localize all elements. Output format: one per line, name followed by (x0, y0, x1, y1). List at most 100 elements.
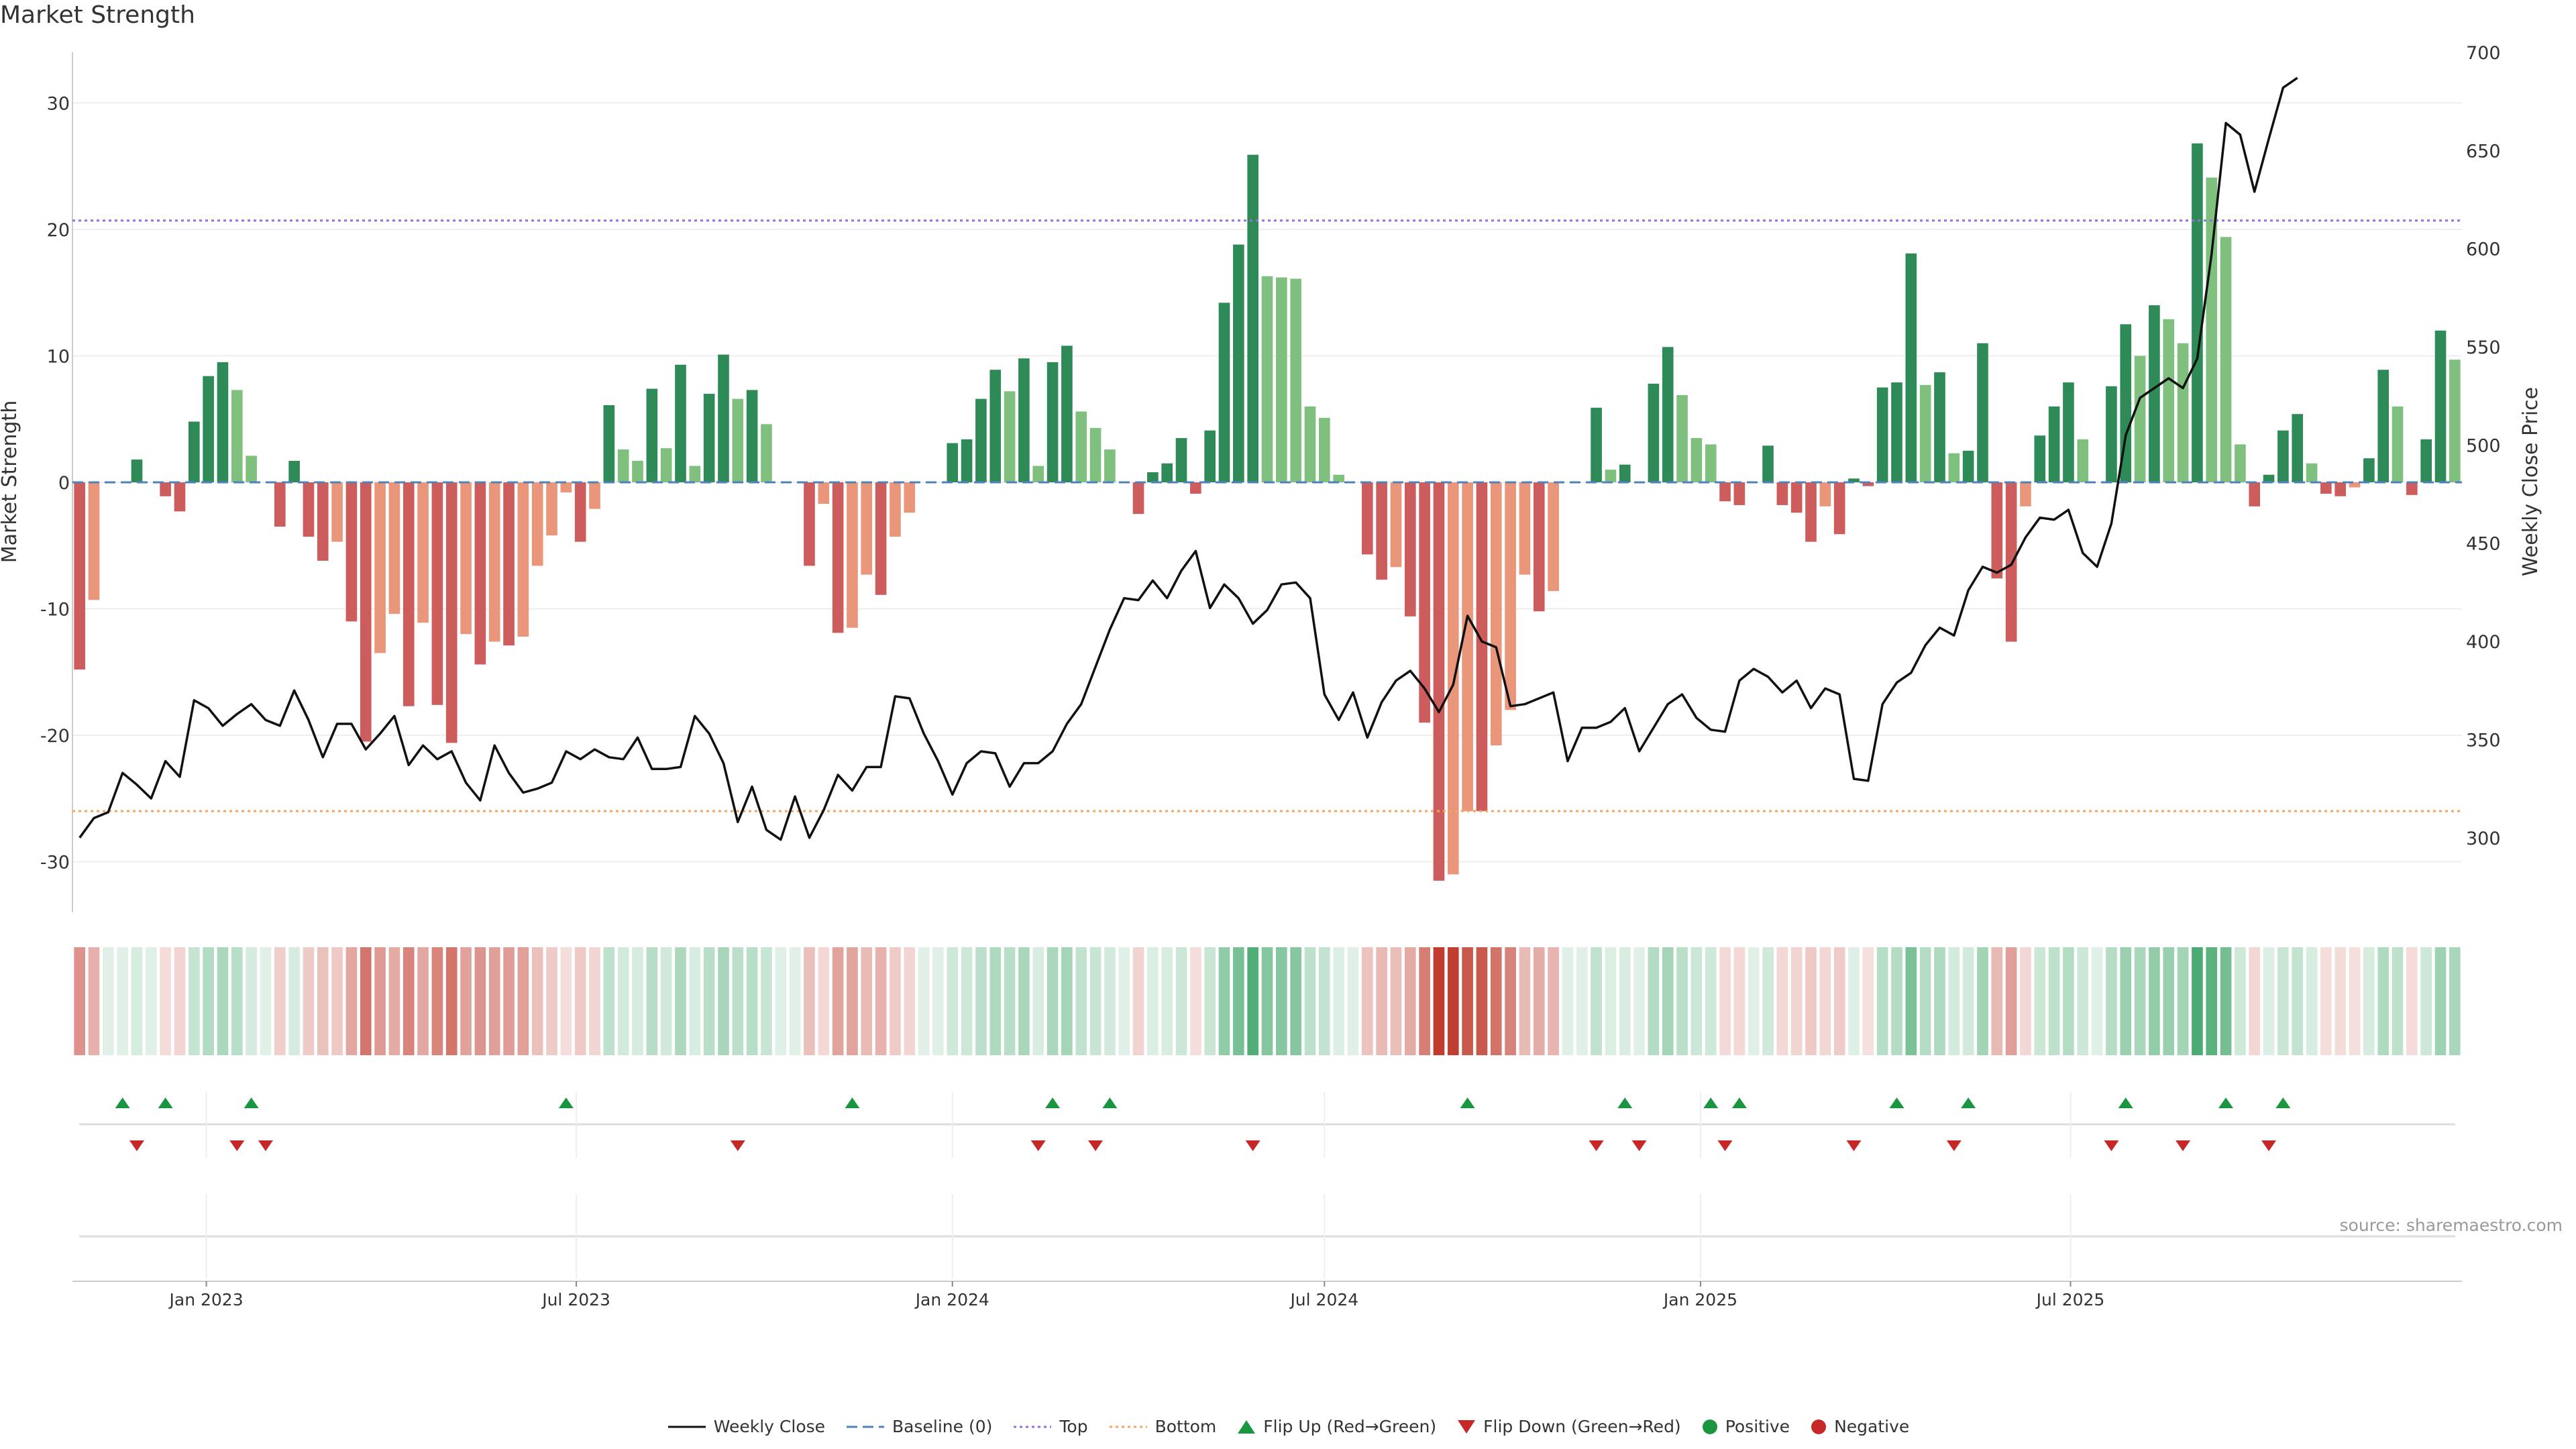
heatmap-cell (718, 947, 729, 1055)
strength-bar (2220, 237, 2232, 482)
strength-bar (1919, 384, 1931, 482)
heatmap-cell (2277, 947, 2289, 1055)
strength-bar (2163, 319, 2175, 482)
heatmap-cell (1519, 947, 1531, 1055)
heatmap-cell (875, 947, 887, 1055)
heatmap-cell (2177, 947, 2189, 1055)
heatmap-cell (474, 947, 486, 1055)
heatmap-cell (789, 947, 801, 1055)
heatmap-cell (1376, 947, 1387, 1055)
heatmap-cell (2306, 947, 2318, 1055)
heatmap-cell (1247, 947, 1258, 1055)
strength-bar (2306, 463, 2318, 482)
flip-up-marker (1731, 1097, 1747, 1108)
flip-up-marker (244, 1097, 259, 1108)
heatmap-cell (1190, 947, 1201, 1055)
x-tick-label: Jul 2024 (1289, 1290, 1358, 1309)
heatmap-cell (1004, 947, 1016, 1055)
flip-up-marker (2275, 1097, 2291, 1108)
heatmap-cell (1977, 947, 1988, 1055)
strength-bar (1318, 417, 1330, 482)
strength-bar (2048, 406, 2060, 482)
flip-down-marker (1946, 1140, 1962, 1151)
heatmap-cell (2263, 947, 2275, 1055)
flip-up-marker (1889, 1097, 1904, 1108)
legend-label: Positive (1725, 1417, 1790, 1436)
strength-bar (761, 424, 772, 482)
legend-label: Flip Down (Green→Red) (1483, 1417, 1681, 1436)
heatmap-cell (345, 947, 358, 1055)
y2-tick-label: 550 (2466, 337, 2501, 358)
legend-baseline: Baseline (0) (845, 1417, 992, 1436)
legend-label: Weekly Close (713, 1417, 826, 1436)
flip-down-marker (1245, 1140, 1260, 1151)
strength-bar (589, 482, 600, 509)
heatmap-cell (2235, 947, 2246, 1055)
heatmap-cell (402, 947, 415, 1055)
strength-bar (904, 482, 916, 513)
strength-bar (1719, 482, 1731, 502)
heatmap-cell (961, 947, 973, 1055)
y-tick-label: -30 (40, 853, 70, 873)
heatmap-cell (1591, 947, 1602, 1055)
strength-bar (2334, 482, 2347, 496)
strength-bar (1948, 453, 1960, 482)
heatmap-cell (1404, 947, 1416, 1055)
strength-bar (632, 460, 643, 482)
strength-bar (675, 364, 686, 482)
strength-bar (174, 482, 186, 512)
heatmap-cell (131, 947, 143, 1055)
heatmap-cell (103, 947, 114, 1055)
y-tick-label: -10 (40, 600, 70, 621)
heatmap-cell (2206, 947, 2218, 1055)
heatmap-cell (1104, 947, 1116, 1055)
triangle-up-icon (1238, 1419, 1256, 1434)
strength-bar (2149, 305, 2160, 482)
flip-down-marker (730, 1140, 745, 1151)
strength-bar (402, 482, 415, 706)
heatmap-cell (231, 947, 243, 1055)
heatmap-cell (1748, 947, 1760, 1055)
y2-tick-label: 300 (2466, 828, 2501, 849)
chart-title: Market Strength (0, 1, 195, 29)
heatmap-cell (1433, 947, 1445, 1055)
strength-bar (445, 482, 458, 743)
strength-bar (1662, 347, 1674, 482)
heatmap-cell (1648, 947, 1660, 1055)
heatmap-cell (288, 947, 300, 1055)
legend-positive: Positive (1701, 1417, 1790, 1436)
heatmap-cell (560, 947, 572, 1055)
heatmap-cell (360, 947, 372, 1055)
strength-bar (1833, 482, 1845, 535)
heatmap-cell (1619, 947, 1631, 1055)
heatmap-cell (1833, 947, 1845, 1055)
strength-bar (1104, 449, 1116, 482)
flip-up-marker (1703, 1097, 1719, 1108)
strength-bar (531, 482, 543, 566)
source-credit: source: sharemaestro.com (2339, 1216, 2563, 1235)
heatmap-cell (1905, 947, 1917, 1055)
x-tick-label: Jan 2023 (168, 1290, 244, 1309)
strength-bar (1790, 482, 1803, 513)
heatmap-cell (1776, 947, 1788, 1055)
flip-up-marker (2118, 1097, 2133, 1108)
strength-bar (388, 482, 400, 614)
heatmap-cell (1161, 947, 1173, 1055)
heatmap-cell (2392, 947, 2404, 1055)
heatmap-cell (431, 947, 443, 1055)
heatmap-cell (274, 947, 286, 1055)
heatmap-cell (1347, 947, 1359, 1055)
heatmap-cell (2020, 947, 2031, 1055)
strength-bar (1648, 383, 1660, 482)
strength-bar (1061, 345, 1073, 482)
strength-bar (2192, 143, 2203, 482)
strength-bar (2263, 474, 2275, 482)
heatmap-cell (445, 947, 458, 1055)
strength-bar (546, 482, 557, 536)
heatmap-cell (818, 947, 830, 1055)
strength-bar (1361, 482, 1373, 555)
heatmap-cell (2091, 947, 2103, 1055)
flip-up-marker (1460, 1097, 1475, 1108)
heatmap-cell (260, 947, 272, 1055)
strength-bar (1490, 482, 1502, 746)
